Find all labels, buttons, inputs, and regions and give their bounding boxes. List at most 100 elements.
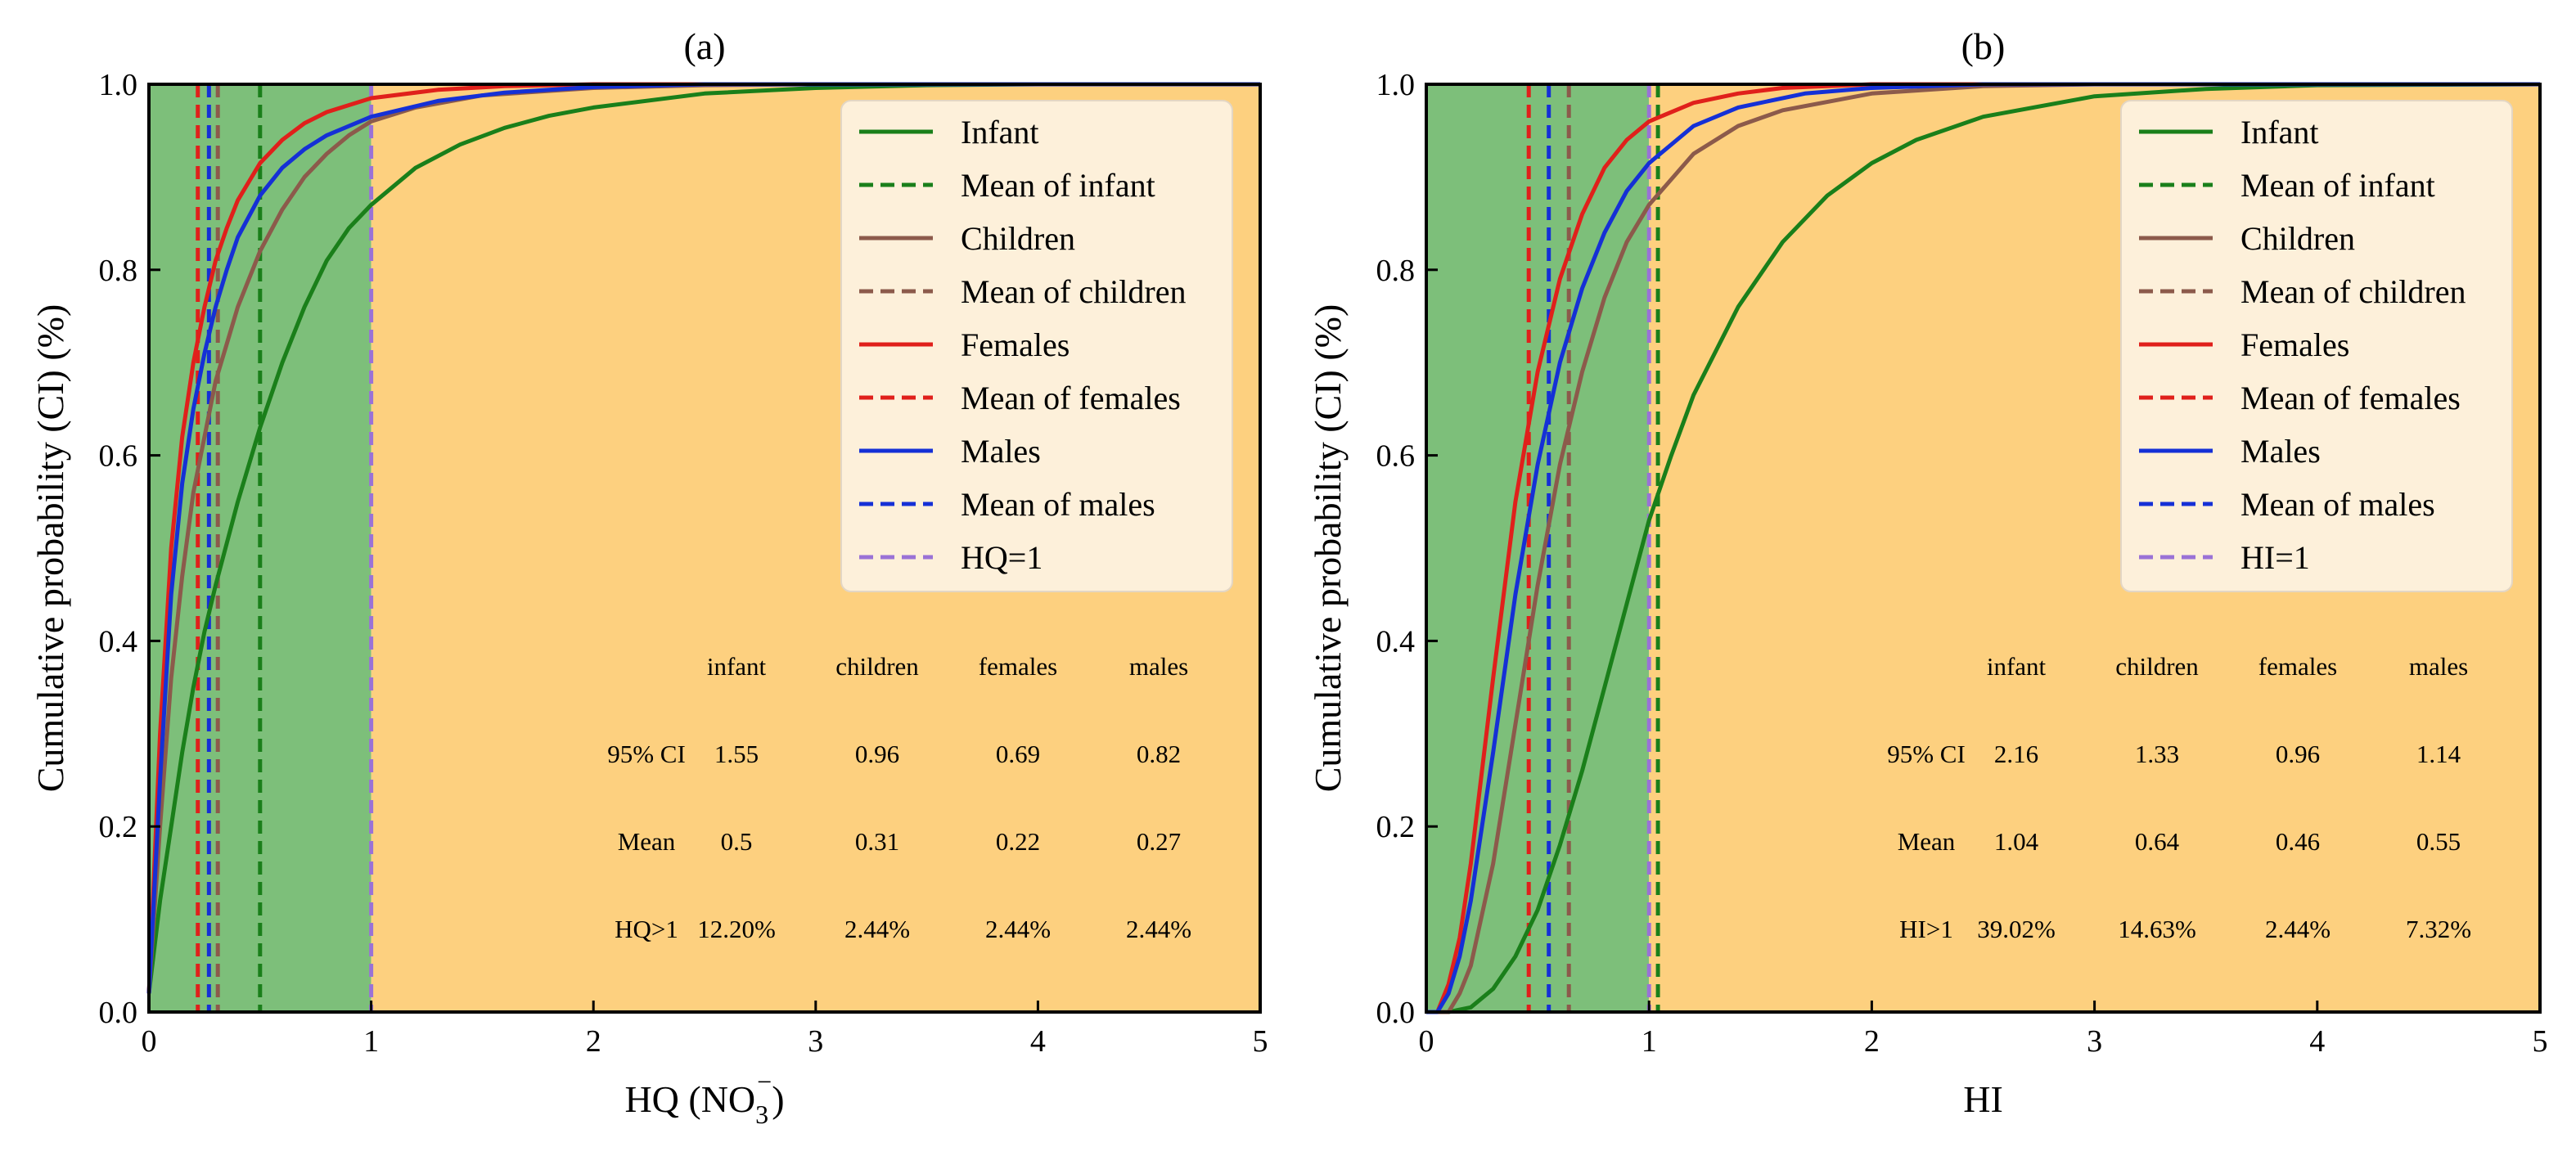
stats-row-label: HQ>1 [615, 915, 678, 943]
legend-label: HQ=1 [961, 539, 1043, 576]
stats-header-cell: children [2115, 652, 2199, 681]
stats-cell: 0.55 [2416, 827, 2461, 856]
x-axis-label-superscript: − [757, 1067, 772, 1096]
legend-box [2120, 100, 2513, 592]
x-tick-label: 1 [363, 1024, 379, 1059]
x-tick-label: 2 [586, 1024, 601, 1059]
panel-title: (b) [1961, 25, 2006, 67]
panel-a: 0 1 2 3 4 5 0.0 0.2 0.4 0.6 0.8 1.0 (a) Cumulative pr… [29, 25, 1268, 1129]
y-tick-label: 0.4 [99, 624, 138, 659]
stats-cell: 39.02% [1977, 915, 2056, 943]
y-tick-label: 0.6 [99, 439, 138, 474]
legend-label: Males [961, 433, 1041, 470]
series-line-infant [1426, 82, 2541, 1014]
legend-label: Mean of females [2240, 380, 2461, 416]
legend-label: Mean of children [961, 273, 1186, 310]
stats-row-label: 95% CI [1887, 740, 1966, 768]
stats-row-label: HI>1 [1899, 915, 1953, 943]
stats-header-cell: females [979, 652, 1057, 681]
stats-row-label: Mean [1898, 827, 1956, 856]
x-tick-label: 0 [1419, 1024, 1434, 1059]
stats-cell: 0.64 [2135, 827, 2180, 856]
legend-label: HI=1 [2240, 539, 2310, 576]
stats-cell: 0.31 [855, 827, 899, 856]
y-tick-label: 0.2 [1376, 810, 1416, 844]
stats-cell: 0.96 [2276, 740, 2320, 768]
stats-cell: 0.46 [2276, 827, 2320, 856]
y-tick-label: 0.0 [99, 996, 138, 1030]
stats-cell: 2.16 [1994, 740, 2038, 768]
stats-header-cell: infant [1987, 652, 2047, 681]
x-axis-label: HQ (NO3 −) [624, 1067, 784, 1129]
legend-label: Males [2240, 433, 2321, 470]
y-axis-label: Cumulative probability (CI) (%) [1307, 304, 1349, 793]
stats-cell: 1.14 [2416, 740, 2461, 768]
legend-label: Infant [2240, 114, 2319, 151]
series-line-infant [146, 82, 1260, 994]
legend-label: Children [2240, 220, 2355, 257]
x-tick-label: 0 [142, 1024, 157, 1059]
x-tick-label: 1 [1642, 1024, 1657, 1059]
legend-label: Children [961, 220, 1075, 257]
stats-cell: 1.04 [1994, 827, 2039, 856]
stats-cell: 0.69 [996, 740, 1040, 768]
series-line-males [146, 82, 1260, 994]
stats-cell: 2.44% [985, 915, 1051, 943]
stats-cell: 1.55 [714, 740, 759, 768]
y-tick-label: 0.6 [1376, 439, 1416, 474]
y-tick-label: 1.0 [99, 68, 138, 102]
legend-box [840, 100, 1233, 592]
stats-cell: 0.27 [1137, 827, 1181, 856]
stats-header-cell: females [2259, 652, 2337, 681]
y-tick-label: 0.0 [1376, 996, 1416, 1030]
stats-cell: 2.44% [2265, 915, 2331, 943]
plot-frame [147, 83, 1262, 1014]
x-tick-label: 4 [2309, 1024, 2325, 1059]
stats-cell: 2.44% [1126, 915, 1191, 943]
region-safe [1426, 84, 1650, 1012]
stats-row-label: Mean [618, 827, 676, 856]
stats-header-cell: infant [707, 652, 767, 681]
legend-label: Mean of males [2240, 486, 2435, 523]
x-tick-label: 3 [2087, 1024, 2102, 1059]
x-tick-label: 5 [1253, 1024, 1268, 1059]
series-line-children [1426, 82, 2540, 1014]
legend-label: Mean of females [961, 380, 1181, 416]
y-tick-label: 1.0 [1376, 68, 1416, 102]
y-tick-label: 0.8 [99, 254, 138, 288]
stats-cell: 14.63% [2118, 915, 2196, 943]
series-line-females [1426, 82, 2540, 1014]
y-tick-label: 0.4 [1376, 624, 1416, 659]
stats-cell: 0.96 [855, 740, 899, 768]
legend-label: Mean of infant [961, 167, 1155, 204]
x-tick-label: 2 [1864, 1024, 1880, 1059]
plot-frame [1425, 83, 2542, 1014]
legend-label: Mean of infant [2240, 167, 2435, 204]
stats-header-cell: males [2409, 652, 2468, 681]
x-tick-label: 3 [808, 1024, 823, 1059]
legend-label: Infant [961, 114, 1039, 151]
panel-b: 0 1 2 3 4 5 0.0 0.2 0.4 0.6 0.8 1.0 (b) Cumulative pr… [1307, 25, 2548, 1120]
series-line-males [1426, 82, 2540, 1014]
stats-cell: 12.20% [697, 915, 776, 943]
stats-row-label: 95% CI [607, 740, 686, 768]
legend-label: Females [2240, 326, 2349, 363]
legend-label: Mean of children [2240, 273, 2466, 310]
stats-cell: 2.44% [844, 915, 910, 943]
x-axis-label-subscript: 3 [755, 1100, 768, 1129]
x-axis-label-main: HQ (NO [624, 1078, 755, 1120]
stats-cell: 1.33 [2135, 740, 2179, 768]
x-axis-label: HI [1963, 1078, 2003, 1120]
legend-label: Females [961, 326, 1070, 363]
panel-title: (a) [683, 25, 725, 67]
y-axis-label: Cumulative probability (CI) (%) [29, 304, 71, 793]
x-tick-label: 4 [1030, 1024, 1046, 1059]
stats-cell: 0.82 [1137, 740, 1181, 768]
legend-label: Mean of males [961, 486, 1155, 523]
x-axis-label-close: ) [772, 1078, 784, 1120]
x-tick-label: 5 [2533, 1024, 2548, 1059]
stats-cell: 0.22 [996, 827, 1040, 856]
y-tick-label: 0.2 [99, 810, 138, 844]
stats-cell: 0.5 [721, 827, 753, 856]
series-line-females [146, 82, 1260, 994]
